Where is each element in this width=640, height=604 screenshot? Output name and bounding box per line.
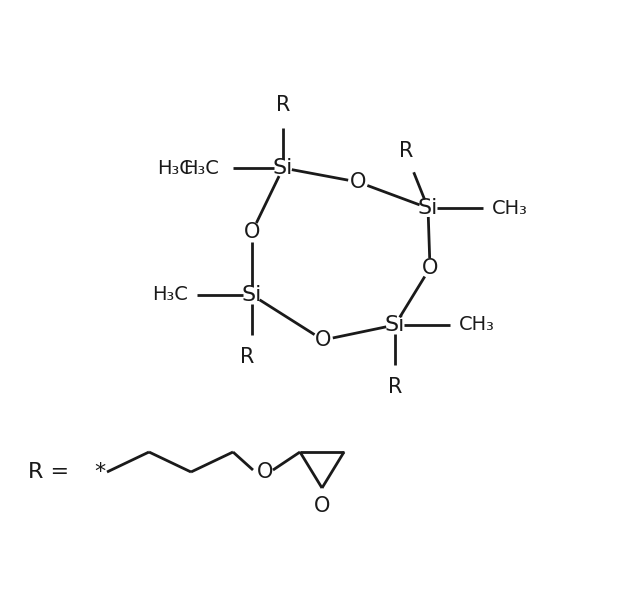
Text: O: O	[314, 496, 330, 516]
Text: R =: R =	[28, 462, 69, 482]
Text: R: R	[276, 95, 290, 115]
Text: H₃C: H₃C	[157, 158, 193, 178]
Text: R: R	[399, 141, 413, 161]
Text: H₃C: H₃C	[183, 158, 219, 178]
Text: Si: Si	[273, 158, 293, 178]
Text: H₃C: H₃C	[152, 286, 188, 304]
Text: CH₃: CH₃	[492, 199, 528, 217]
Text: Si: Si	[242, 285, 262, 305]
Text: O: O	[422, 258, 438, 278]
Text: O: O	[350, 172, 366, 192]
Text: O: O	[244, 222, 260, 242]
Text: O: O	[315, 330, 331, 350]
Text: Si: Si	[418, 198, 438, 218]
Text: R: R	[240, 347, 254, 367]
Text: Si: Si	[385, 315, 405, 335]
Text: R: R	[388, 377, 402, 397]
Text: *: *	[94, 462, 106, 482]
Text: CH₃: CH₃	[459, 315, 495, 335]
Text: O: O	[257, 462, 273, 482]
